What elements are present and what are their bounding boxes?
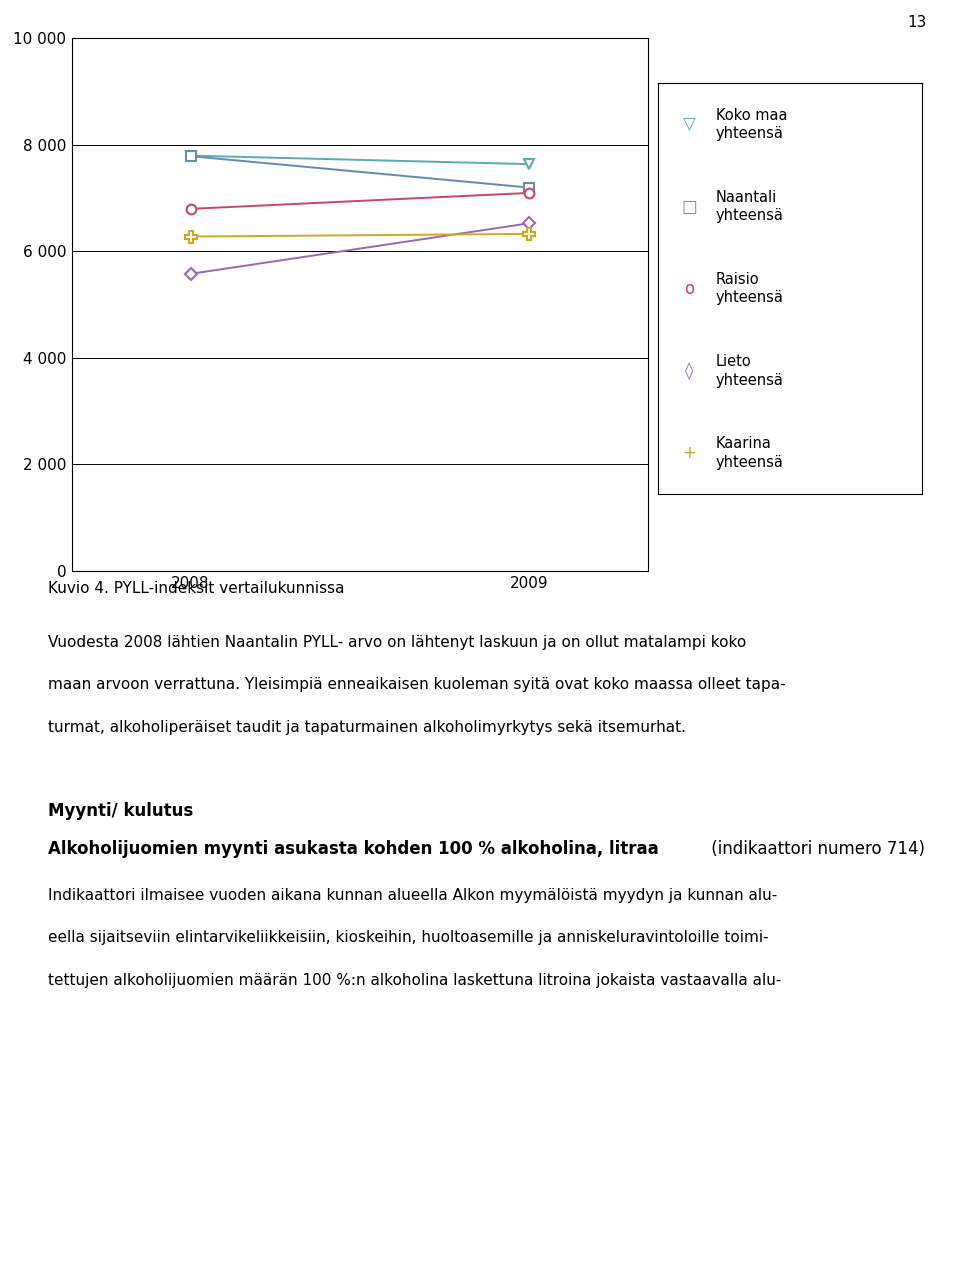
Text: □: □ [682,198,697,216]
Text: Naantali
yhteensä: Naantali yhteensä [716,190,783,223]
Text: o: o [684,280,694,298]
Text: Alkoholijuomien myynti asukasta kohden 100 % alkoholina, litraa: Alkoholijuomien myynti asukasta kohden 1… [48,840,659,858]
Text: ◊: ◊ [685,362,693,380]
Text: eella sijaitseviin elintarvikeliikkeisiin, kioskeihin, huoltoasemille ja anniske: eella sijaitseviin elintarvikeliikkeisii… [48,930,769,946]
Text: Indikaattori ilmaisee vuoden aikana kunnan alueella Alkon myymälöistä myydyn ja : Indikaattori ilmaisee vuoden aikana kunn… [48,888,778,903]
Text: ▽: ▽ [683,115,696,133]
Text: Kuvio 4. PYLL-indeksit vertailukunnissa: Kuvio 4. PYLL-indeksit vertailukunnissa [48,581,345,597]
Text: Myynti/ kulutus: Myynti/ kulutus [48,802,193,820]
Text: tettujen alkoholijuomien määrän 100 %:n alkoholina laskettuna litroina jokaista : tettujen alkoholijuomien määrän 100 %:n … [48,973,781,988]
Text: Lieto
yhteensä: Lieto yhteensä [716,354,783,387]
Text: (indikaattori numero 714): (indikaattori numero 714) [706,840,924,858]
Text: Koko maa
yhteensä: Koko maa yhteensä [716,108,787,141]
Text: Raisio
yhteensä: Raisio yhteensä [716,272,783,305]
Text: turmat, alkoholiperäiset taudit ja tapaturmainen alkoholimyrkytys sekä itsemurha: turmat, alkoholiperäiset taudit ja tapat… [48,720,686,735]
Text: Kaarina
yhteensä: Kaarina yhteensä [716,436,783,470]
Text: +: + [683,444,696,462]
Text: 13: 13 [907,15,926,31]
Text: Vuodesta 2008 lähtien Naantalin PYLL- arvo on lähtenyt laskuun ja on ollut matal: Vuodesta 2008 lähtien Naantalin PYLL- ar… [48,635,746,650]
Text: maan arvoon verrattuna. Yleisimpiä enneaikaisen kuoleman syitä ovat koko maassa : maan arvoon verrattuna. Yleisimpiä ennea… [48,677,785,693]
